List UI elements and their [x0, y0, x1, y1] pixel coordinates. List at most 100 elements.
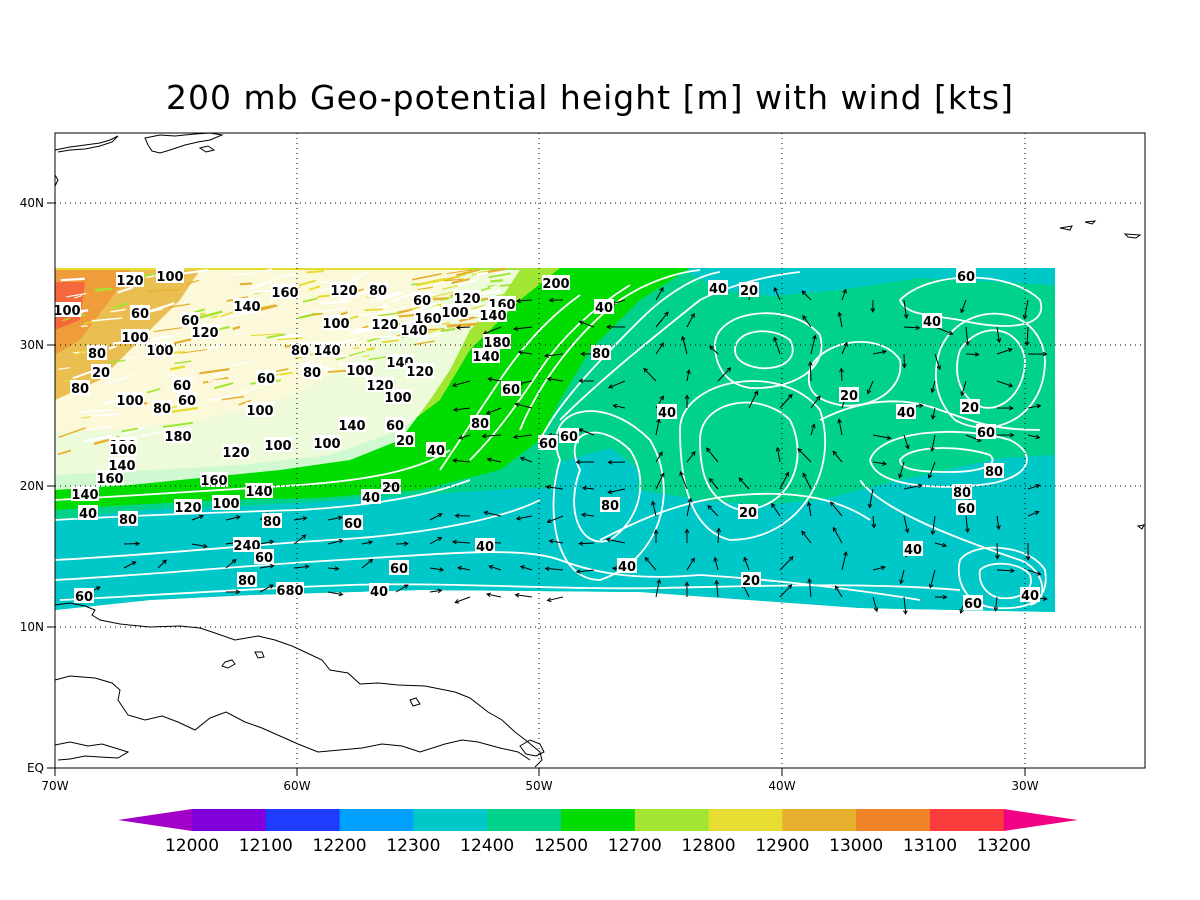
noise-stroke — [66, 292, 87, 298]
svg-text:40: 40 — [897, 406, 915, 421]
contour-label: 80 — [470, 415, 490, 432]
wind-arrow — [608, 380, 626, 389]
contour-label: 80 — [118, 511, 138, 528]
contour-label: 20 — [738, 504, 758, 521]
lon-label-30w: 30W — [1011, 779, 1038, 793]
wind-arrow — [612, 403, 626, 409]
wind-arrow — [578, 428, 595, 436]
svg-text:20: 20 — [961, 401, 979, 416]
noise-stroke — [235, 332, 245, 335]
contour-label: 140 — [479, 307, 507, 324]
noise-stroke — [358, 311, 389, 317]
contour-label: 160 — [414, 310, 442, 327]
lat-label-10n: 10N — [20, 620, 44, 634]
wind-arrow — [578, 320, 595, 328]
noise-stroke — [62, 317, 71, 322]
contour-label: 40 — [922, 313, 942, 330]
svg-text:100: 100 — [212, 497, 239, 512]
noise-stroke — [238, 399, 252, 406]
wind-arrow — [191, 514, 204, 521]
noise-stroke — [433, 277, 447, 284]
wind-arrow — [898, 461, 905, 479]
noise-stroke — [213, 319, 226, 322]
wind-arrow — [903, 515, 910, 534]
noise-stroke — [207, 379, 227, 383]
svg-text:60: 60 — [131, 307, 149, 322]
wind-arrow — [454, 513, 471, 519]
contour-label: 80 — [70, 380, 90, 397]
noise-stroke — [239, 282, 253, 286]
noise-stroke — [64, 379, 71, 383]
svg-text:20: 20 — [739, 506, 757, 521]
wind-arrow — [928, 569, 936, 589]
colorbar-swatch — [930, 809, 1005, 831]
noise-stroke — [58, 427, 86, 438]
lon-label-50w: 50W — [525, 779, 552, 793]
wind-arrow — [841, 341, 848, 355]
svg-text:100: 100 — [346, 364, 373, 379]
wind-arrow — [458, 434, 471, 440]
wind-arrow — [834, 585, 843, 598]
contour-label: 140 — [233, 298, 261, 315]
wind-arrow — [903, 483, 923, 490]
colorbar-swatch — [856, 809, 931, 831]
contour-label: 40 — [1020, 587, 1040, 604]
noise-stroke — [362, 325, 369, 329]
wind-arrow — [839, 367, 844, 382]
noise-stroke — [91, 412, 119, 418]
wind-arrow — [965, 326, 970, 346]
dense-contour-noise — [57, 267, 513, 456]
wind-arrow — [451, 380, 471, 388]
wind-arrow — [606, 324, 626, 330]
noise-stroke — [162, 421, 193, 428]
contour-label: 20 — [839, 387, 859, 404]
noise-stroke — [78, 409, 111, 413]
noise-stroke — [364, 308, 383, 312]
wind-arrow — [653, 529, 659, 544]
wind-arrow — [457, 565, 471, 571]
svg-text:100: 100 — [264, 439, 291, 454]
wind-arrow — [544, 566, 564, 572]
contour-label: 40 — [78, 505, 98, 522]
wind-arrow — [996, 515, 1001, 531]
noise-stroke — [108, 344, 117, 350]
wind-arrow — [486, 457, 502, 463]
wind-arrow — [515, 515, 533, 521]
wind-arrow — [548, 538, 564, 544]
noise-stroke — [488, 272, 511, 279]
wind-arrow — [517, 350, 533, 355]
wind-arrow — [327, 566, 340, 571]
svg-text:40: 40 — [427, 444, 445, 459]
wind-arrow — [643, 367, 657, 382]
noise-stroke — [208, 395, 234, 402]
svg-text:60: 60 — [390, 562, 408, 577]
noise-stroke — [146, 388, 161, 394]
contour-label: 100 — [264, 437, 292, 454]
wind-arrow — [259, 563, 275, 569]
contour-label: 80 — [87, 345, 107, 362]
svg-text:180: 180 — [483, 336, 510, 351]
wind-arrow — [837, 311, 843, 328]
noise-stroke — [266, 333, 286, 339]
svg-text:240: 240 — [233, 539, 260, 554]
wind-arrow — [684, 581, 690, 598]
wind-arrow — [930, 434, 936, 452]
noise-stroke — [232, 272, 257, 276]
lat-label-30n: 30N — [20, 338, 44, 352]
wind-arrow — [686, 312, 695, 328]
contour-label: 20 — [741, 572, 761, 589]
noise-stroke — [456, 268, 480, 277]
colorbar-label: 12500 — [534, 836, 588, 856]
noise-stroke — [383, 305, 408, 314]
wind-vectors — [89, 283, 1048, 616]
contour-label: 80 — [237, 572, 257, 589]
svg-text:680: 680 — [276, 584, 303, 599]
wind-arrow — [578, 378, 595, 384]
contour-label: 120 — [406, 363, 434, 380]
svg-text:80: 80 — [238, 574, 256, 589]
contour-label: 60 — [559, 428, 579, 445]
svg-text:160: 160 — [200, 474, 227, 489]
noise-stroke — [417, 286, 434, 291]
noise-stroke — [444, 278, 464, 282]
wind-arrow — [872, 461, 888, 466]
